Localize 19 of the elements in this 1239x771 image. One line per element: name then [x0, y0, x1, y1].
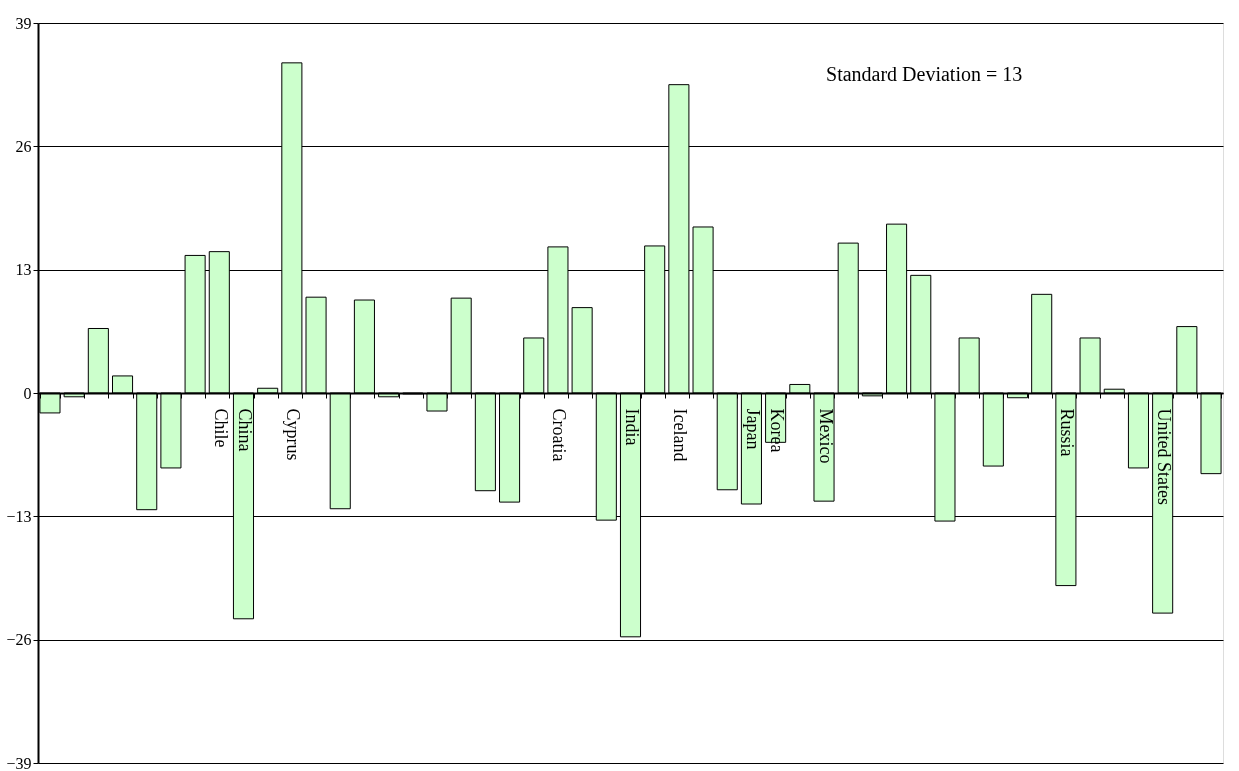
- y-tick-label: −26: [6, 631, 32, 649]
- x-tick-label: India: [622, 408, 642, 446]
- y-tick-label: −39: [6, 754, 32, 771]
- x-tick-label: Mexico: [815, 408, 836, 464]
- x-tick-label: Iceland: [670, 408, 691, 462]
- y-tick-label: 39: [15, 14, 32, 32]
- y-tick-label: 26: [15, 137, 32, 155]
- x-tick-label: Russia: [1057, 408, 1078, 457]
- y-tick-label: 0: [23, 384, 32, 402]
- x-tick-label: Cyprus: [283, 408, 304, 461]
- x-tick-label: Korea: [767, 408, 788, 453]
- x-tick-label: Chile: [210, 408, 231, 448]
- x-tick-label: Japan: [742, 408, 763, 450]
- x-tick-label: Croatia: [549, 408, 570, 462]
- y-tick-label: 13: [15, 261, 32, 279]
- x-tick-label: China: [234, 408, 255, 452]
- annotation: Standard Deviation = 13: [826, 62, 1023, 85]
- x-tick-label: United States: [1154, 408, 1175, 505]
- y-tick-label: −13: [6, 507, 32, 525]
